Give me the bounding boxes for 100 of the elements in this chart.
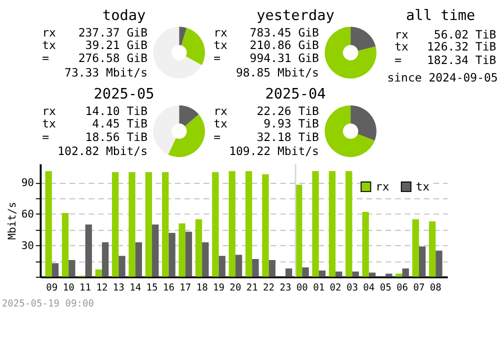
x-tick-label: 12 [96,282,108,294]
bar [128,172,136,277]
bar [386,274,392,277]
x-tick-label: 08 [430,282,442,294]
bar [118,256,126,277]
text: tx 4.45 TiB [42,116,148,130]
donut-slice [350,26,376,51]
x-tick-label: 18 [196,282,208,294]
bar [212,172,219,277]
bar [68,260,76,277]
x-tick-label: 16 [162,282,175,294]
text: tx 126.32 TiB [394,40,496,54]
donut-slice [350,105,376,141]
chart-title: yesterday [256,8,335,24]
x-tick-label: 23 [280,282,292,294]
x-tick-label: 13 [112,282,125,294]
bar [352,272,359,277]
bar [62,212,69,277]
text: 109.22 Mbit/s [229,144,319,158]
bar [218,256,226,277]
donut-slice [153,105,180,155]
text: rx 783.45 GiB [214,25,319,40]
text: 98.85 Mbit/s [236,66,319,80]
bar [362,212,369,277]
bar [336,272,342,277]
bar [95,269,102,277]
x-tick-label: 02 [330,282,342,294]
bar [402,268,409,277]
x-tick-label: 20 [230,282,242,294]
bar [152,224,159,277]
text: = 18.56 TiB [42,130,148,144]
text: rx 22.26 TiB [214,104,319,118]
bar [52,263,59,277]
donut-slice [153,26,202,78]
y-tick-label: 60 [21,208,34,220]
text: = 32.18 TiB [214,130,319,144]
bar [135,242,142,277]
bar [368,272,376,277]
bar [418,246,426,277]
x-tick-label: 17 [180,282,192,294]
text: rx 237.37 GiB [42,25,148,40]
donut-slice [168,114,205,158]
bar [235,254,242,277]
bar [202,242,209,277]
bar [396,274,402,277]
bar [412,219,419,277]
bar [112,172,119,277]
text: = 182.34 TiB [394,53,496,68]
text: tx 210.86 GiB [214,38,319,52]
text: = 276.58 GiB [42,51,148,66]
bar [168,232,176,277]
donut-slice [179,26,187,46]
chart-title: 2025-04 [265,86,326,103]
text: tx 39.21 GiB [42,38,148,52]
bar [346,171,352,277]
text: since 2024-09-05 [387,70,498,84]
bar [302,267,309,277]
text: tx 9.93 TiB [214,116,319,130]
bar [428,221,436,277]
x-tick-label: 21 [246,282,258,294]
bar [312,171,319,277]
bar [178,223,186,277]
bar [228,171,236,277]
bar [185,232,192,277]
bar [145,172,152,277]
text: all time [406,8,476,24]
text: rx 56.02 TiB [394,27,496,42]
bar [195,219,202,277]
bar [102,242,109,277]
text: rx 14.10 TiB [42,104,148,118]
chart-title: today [102,8,146,24]
bar [162,172,169,277]
x-tick-label: 15 [146,282,158,294]
bar [285,268,292,277]
x-tick-label: 00 [296,282,308,294]
x-tick-label: 11 [80,282,92,294]
donut-slice [179,105,199,126]
y-tick-label: 90 [21,176,34,189]
x-tick-label: 07 [413,282,425,294]
x-tick-label: 22 [263,282,275,294]
bar [318,270,326,277]
x-tick-label: 19 [212,282,225,294]
x-tick-label: 06 [396,282,408,294]
y-tick-label: 30 [21,240,34,252]
x-tick-label: 10 [62,282,75,294]
bar [85,224,92,277]
x-tick-label: 03 [346,282,358,294]
donut-slice [324,26,376,79]
bar [268,260,276,277]
bar [436,250,442,277]
text: 73.33 Mbit/s [64,66,148,80]
bar [328,171,336,277]
bar [45,171,52,277]
legend-label: tx [416,180,430,194]
bar [245,171,252,277]
bar [252,259,259,277]
x-tick-label: 04 [363,282,375,294]
text: 2025-05-19 09:00 [2,298,94,310]
text: 102.82 Mbit/s [58,144,148,158]
donut-slice [324,105,375,158]
